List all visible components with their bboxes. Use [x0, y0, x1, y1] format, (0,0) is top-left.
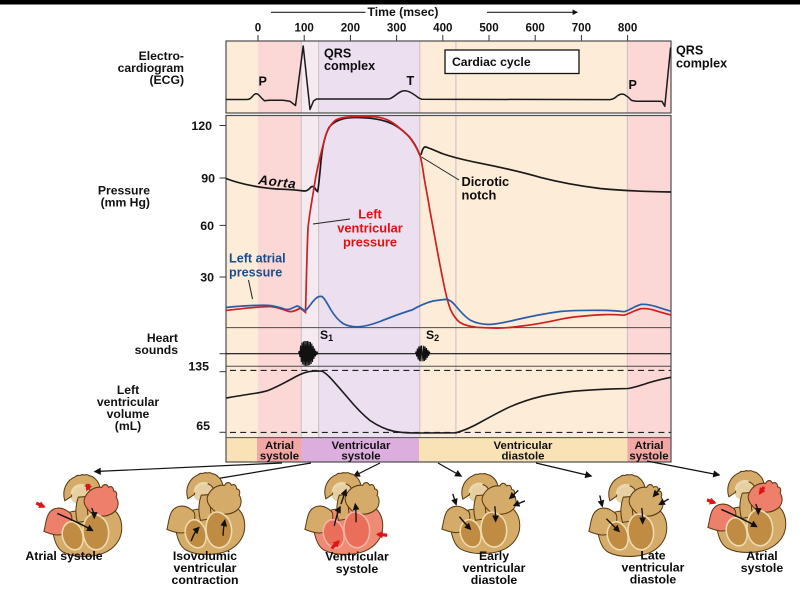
svg-text:volume: volume: [107, 407, 150, 421]
svg-text:Left atrial: Left atrial: [229, 252, 286, 266]
svg-text:Cardiac cycle: Cardiac cycle: [452, 55, 531, 69]
svg-text:ventricular: ventricular: [97, 395, 160, 409]
svg-text:complex: complex: [324, 59, 375, 73]
svg-text:diastole: diastole: [630, 573, 677, 587]
svg-text:800: 800: [618, 22, 637, 35]
svg-text:Early: Early: [479, 549, 509, 563]
svg-text:600: 600: [526, 22, 545, 35]
svg-text:135: 135: [188, 360, 209, 374]
svg-text:Pressure: Pressure: [98, 184, 150, 198]
svg-text:Ventricular: Ventricular: [332, 440, 391, 452]
svg-text:200: 200: [341, 22, 360, 35]
svg-text:ventricular: ventricular: [463, 561, 526, 575]
svg-text:Atrial: Atrial: [265, 440, 294, 452]
svg-text:500: 500: [479, 22, 498, 35]
svg-text:(ECG): (ECG): [149, 73, 184, 87]
svg-text:90: 90: [201, 172, 215, 186]
svg-text:cardiogram: cardiogram: [118, 61, 185, 75]
svg-text:Atrial: Atrial: [746, 549, 777, 563]
svg-text:systole: systole: [629, 451, 668, 463]
svg-text:Left: Left: [358, 207, 382, 222]
svg-text:pressure: pressure: [343, 235, 397, 250]
svg-text:Ventricular: Ventricular: [494, 440, 553, 452]
svg-text:notch: notch: [462, 188, 497, 203]
svg-text:0: 0: [255, 22, 261, 35]
svg-text:Left: Left: [117, 383, 139, 397]
svg-text:Isovolumic: Isovolumic: [173, 549, 237, 563]
svg-text:100: 100: [295, 22, 314, 35]
svg-text:Atrial: Atrial: [634, 440, 663, 452]
svg-text:Dicrotic: Dicrotic: [462, 174, 510, 189]
svg-text:complex: complex: [676, 57, 727, 71]
svg-text:Aorta: Aorta: [257, 172, 298, 192]
svg-text:sounds: sounds: [135, 343, 179, 357]
svg-text:diastole: diastole: [501, 451, 544, 463]
svg-text:P: P: [259, 75, 267, 89]
svg-text:30: 30: [200, 271, 214, 285]
svg-text:systole: systole: [336, 562, 379, 576]
svg-text:65: 65: [196, 419, 210, 433]
svg-text:systole: systole: [341, 451, 380, 463]
svg-text:contraction: contraction: [172, 573, 239, 587]
svg-text:120: 120: [191, 119, 212, 133]
svg-text:400: 400: [433, 22, 452, 35]
svg-text:(mL): (mL): [115, 419, 141, 433]
svg-text:ventricular: ventricular: [622, 561, 685, 575]
svg-text:diastole: diastole: [471, 573, 518, 587]
svg-text:systole: systole: [741, 561, 784, 575]
svg-text:700: 700: [572, 22, 591, 35]
svg-text:300: 300: [387, 22, 406, 35]
svg-text:QRS: QRS: [676, 44, 703, 58]
svg-text:ventricular: ventricular: [337, 221, 402, 236]
svg-text:P: P: [629, 78, 637, 92]
svg-text:Late: Late: [640, 549, 665, 563]
svg-text:systole: systole: [260, 451, 299, 463]
svg-text:Electro-: Electro-: [139, 49, 184, 63]
svg-text:60: 60: [200, 219, 214, 233]
svg-text:Time (msec): Time (msec): [368, 5, 439, 19]
svg-text:T: T: [407, 74, 415, 88]
svg-text:Ventricular: Ventricular: [325, 550, 389, 564]
svg-text:Atrial systole: Atrial systole: [25, 549, 102, 563]
svg-text:(mm Hg): (mm Hg): [101, 196, 150, 210]
svg-text:QRS: QRS: [324, 47, 351, 61]
svg-text:pressure: pressure: [229, 266, 282, 280]
svg-text:ventricular: ventricular: [174, 561, 237, 575]
svg-text:Heart: Heart: [147, 331, 178, 345]
